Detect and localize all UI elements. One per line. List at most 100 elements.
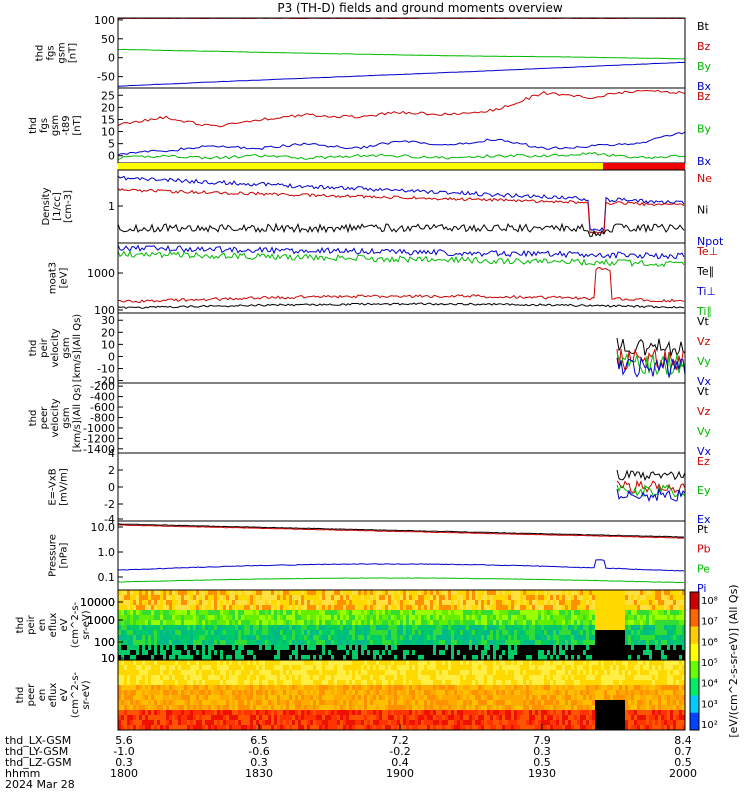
heatmap-cell <box>547 590 550 596</box>
heatmap-cell <box>322 630 325 636</box>
heatmap-cell <box>565 610 568 616</box>
heatmap-cell <box>241 715 244 721</box>
heatmap-cell <box>520 680 523 686</box>
heatmap-cell <box>421 640 424 646</box>
heatmap-cell <box>418 705 421 711</box>
heatmap-cell <box>472 595 475 601</box>
legend-7-2: Ex <box>697 513 711 526</box>
heatmap-cell <box>127 620 130 626</box>
heatmap-cell <box>436 695 439 701</box>
heatmap-cell <box>340 660 343 666</box>
heatmap-cell <box>598 640 601 646</box>
ytick-label: 10 <box>101 338 115 351</box>
heatmap-cell <box>298 630 301 636</box>
heatmap-cell <box>598 635 601 641</box>
heatmap-cell <box>496 645 499 651</box>
heatmap-cell <box>166 630 169 636</box>
heatmap-cell <box>583 590 586 596</box>
heatmap-cell <box>457 625 460 631</box>
heatmap-cell <box>157 695 160 701</box>
heatmap-cell <box>400 660 403 666</box>
heatmap-cell <box>580 625 583 631</box>
heatmap-cell <box>448 695 451 701</box>
heatmap-cell <box>385 590 388 596</box>
heatmap-cell <box>430 655 433 661</box>
heatmap-cell <box>547 710 550 716</box>
heatmap-cell <box>331 615 334 621</box>
heatmap-cell <box>313 710 316 716</box>
heatmap-cell <box>313 665 316 671</box>
heatmap-cell <box>337 710 340 716</box>
heatmap-cell <box>124 680 127 686</box>
heatmap-cell <box>277 620 280 626</box>
heatmap-cell <box>388 645 391 651</box>
heatmap-cell <box>259 590 262 596</box>
heatmap-cell <box>133 660 136 666</box>
heatmap-cell <box>412 640 415 646</box>
heatmap-cell <box>133 640 136 646</box>
heatmap-cell <box>166 665 169 671</box>
heatmap-cell <box>223 600 226 606</box>
heatmap-cell <box>433 630 436 636</box>
heatmap-cell <box>475 690 478 696</box>
heatmap-cell <box>322 645 325 651</box>
heatmap-cell <box>154 670 157 676</box>
heatmap-cell <box>319 660 322 666</box>
heatmap-cell <box>559 680 562 686</box>
heatmap-cell <box>367 640 370 646</box>
heatmap-cell <box>439 650 442 656</box>
heatmap-cell <box>328 645 331 651</box>
heatmap-cell <box>268 590 271 596</box>
heatmap-cell <box>526 645 529 651</box>
heatmap-cell <box>643 640 646 646</box>
heatmap-cell <box>493 635 496 641</box>
heatmap-cell <box>559 650 562 656</box>
heatmap-cell <box>244 690 247 696</box>
heatmap-cell <box>406 635 409 641</box>
heatmap-cell <box>349 590 352 596</box>
heatmap-cell <box>571 625 574 631</box>
heatmap-cell <box>613 615 616 621</box>
heatmap-cell <box>544 645 547 651</box>
heatmap-cell <box>301 635 304 641</box>
heatmap-cell <box>532 685 535 691</box>
heatmap-cell <box>223 690 226 696</box>
legend-6-1: Vz <box>697 405 711 418</box>
heatmap-cell <box>574 700 577 706</box>
heatmap-cell <box>412 645 415 651</box>
heatmap-cell <box>430 660 433 666</box>
heatmap-cell <box>328 610 331 616</box>
heatmap-cell <box>451 635 454 641</box>
heatmap-cell <box>214 650 217 656</box>
heatmap-cell <box>319 635 322 641</box>
heatmap-cell <box>301 700 304 706</box>
heatmap-cell <box>313 630 316 636</box>
heatmap-cell <box>199 715 202 721</box>
heatmap-cell <box>172 640 175 646</box>
heatmap-cell <box>166 685 169 691</box>
heatmap-cell <box>520 685 523 691</box>
legend-4-1: Te∥ <box>696 265 714 278</box>
heatmap-cell <box>388 675 391 681</box>
heatmap-cell <box>541 685 544 691</box>
heatmap-cell <box>544 720 547 726</box>
heatmap-cell <box>331 700 334 706</box>
heatmap-cell <box>466 695 469 701</box>
heatmap-cell <box>553 680 556 686</box>
heatmap-cell <box>211 705 214 711</box>
heatmap-cell <box>424 680 427 686</box>
heatmap-cell <box>217 645 220 651</box>
heatmap-cell <box>460 725 463 731</box>
heatmap-cell <box>493 680 496 686</box>
heatmap-cell <box>436 690 439 696</box>
heatmap-cell <box>223 700 226 706</box>
heatmap-cell <box>550 700 553 706</box>
heatmap-cell <box>229 675 232 681</box>
heatmap-cell <box>313 645 316 651</box>
heatmap-cell <box>475 615 478 621</box>
heatmap-cell <box>346 635 349 641</box>
heatmap-cell <box>409 640 412 646</box>
heatmap-cell <box>277 605 280 611</box>
heatmap-cell <box>184 700 187 706</box>
heatmap-cell <box>391 700 394 706</box>
